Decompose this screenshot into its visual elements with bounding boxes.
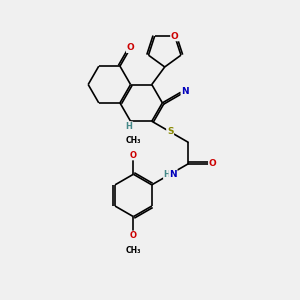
Text: CH₃: CH₃ <box>126 136 141 145</box>
Text: CH₃: CH₃ <box>126 246 141 255</box>
Text: O: O <box>171 32 178 40</box>
Text: O: O <box>127 43 134 52</box>
Text: H: H <box>126 122 133 131</box>
Text: N: N <box>181 87 189 96</box>
Text: O: O <box>209 159 217 168</box>
Text: S: S <box>167 127 173 136</box>
Text: H: H <box>164 170 171 179</box>
Text: O: O <box>130 231 137 240</box>
Text: N: N <box>169 170 177 179</box>
Text: O: O <box>130 151 137 160</box>
